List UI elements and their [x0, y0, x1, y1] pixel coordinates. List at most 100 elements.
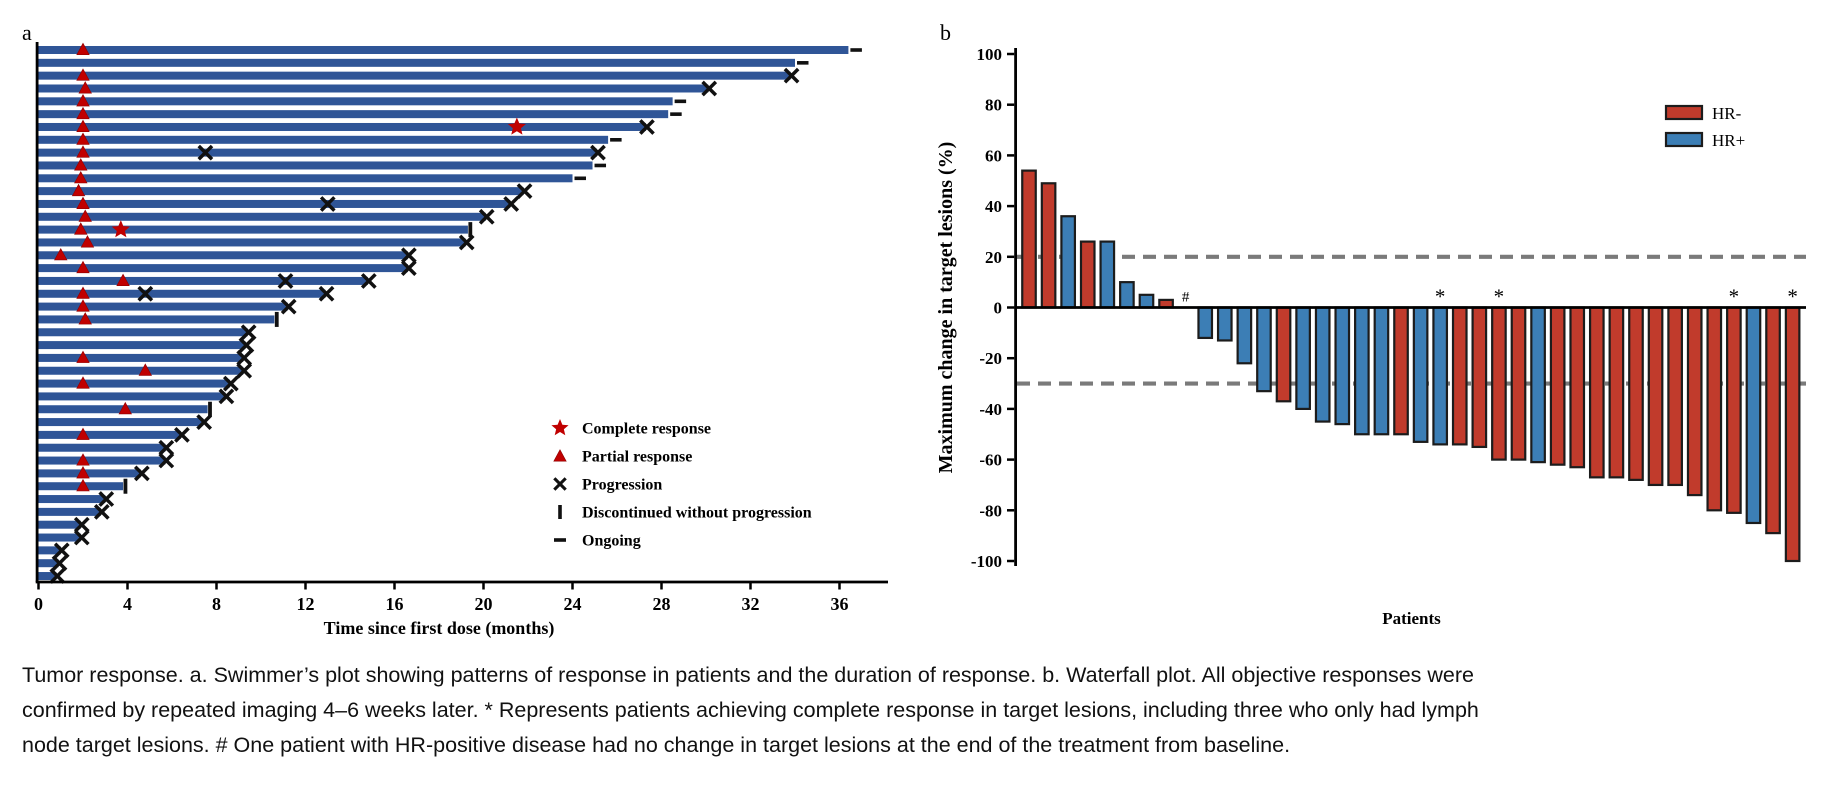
- progression-x-marker: [360, 273, 377, 289]
- waterfall-bar: [1079, 240, 1096, 309]
- swimmer-x-axis-title: Time since first dose (months): [324, 618, 555, 639]
- swimmer-bar: [38, 251, 408, 260]
- waterfall-bar: [1256, 306, 1272, 393]
- progression-x-marker: [590, 144, 606, 161]
- waterfall-bar: [1314, 306, 1331, 423]
- swimmer-legend-label: Complete response: [582, 421, 711, 438]
- swimmer-bar: [38, 58, 795, 67]
- progression-x-marker: [133, 465, 150, 482]
- swimmer-bar: [38, 148, 597, 157]
- ongoing-dash-marker: [850, 48, 862, 52]
- swimmer-legend-item: Ongoing: [554, 533, 641, 550]
- waterfall-bar: [1726, 306, 1742, 514]
- swimmer-bar: [38, 302, 288, 311]
- x-tick-label: 16: [386, 594, 404, 614]
- swimmer-bar: [38, 97, 673, 106]
- ongoing-dash-icon: [554, 538, 566, 542]
- swimmer-bar: [38, 161, 593, 170]
- waterfall-bar: [1628, 306, 1644, 481]
- partial-response-triangle: [138, 363, 153, 376]
- partial-response-triangle: [54, 247, 68, 261]
- partial-response-triangle: [76, 427, 90, 440]
- partial-response-triangle: [76, 299, 90, 312]
- partial-response-triangle: [76, 286, 90, 299]
- complete-response-star-icon: [551, 419, 569, 436]
- caption-line-3: node target lesions. # One patient with …: [22, 733, 1291, 757]
- progression-x-icon: [553, 477, 567, 491]
- partial-response-triangle: [80, 235, 95, 248]
- y-tick-label: -20: [979, 349, 1002, 368]
- complete-response-asterisk: *: [1494, 285, 1505, 309]
- waterfall-bar: [1706, 306, 1723, 512]
- progression-x-marker: [51, 555, 68, 572]
- y-tick-label: 100: [977, 45, 1003, 64]
- progression-x-marker: [400, 247, 417, 264]
- y-tick-label: -40: [979, 400, 1002, 419]
- waterfall-bar: [1647, 306, 1664, 487]
- swimmer-bar: [38, 122, 646, 131]
- waterfall-legend-item: HR-: [1664, 104, 1742, 123]
- x-tick-label: 8: [212, 594, 221, 614]
- progression-x-marker: [73, 516, 90, 533]
- swimmer-bar: [38, 366, 244, 375]
- caption-line-2: confirmed by repeated imaging 4–6 weeks …: [22, 698, 1479, 722]
- waterfall-x-axis-title: Patients: [1382, 609, 1441, 628]
- complete-response-star: [111, 220, 130, 238]
- swimmer-bar: [38, 443, 166, 452]
- progression-x-marker: [49, 568, 66, 584]
- progression-x-marker: [158, 452, 175, 469]
- partial-response-triangle: [76, 376, 90, 389]
- swimmer-legend-label: Discontinued without progression: [582, 505, 812, 522]
- swimmer-bar: [38, 46, 849, 54]
- progression-x-marker: [478, 208, 495, 225]
- swimmer-bar: [38, 379, 230, 388]
- swimmer-legend-label: Partial response: [582, 449, 692, 466]
- swimmer-bar: [38, 546, 61, 555]
- y-tick-label: 0: [994, 299, 1003, 318]
- figure-caption: Tumor response. a. Swimmer’s plot showin…: [22, 658, 1822, 763]
- progression-x-marker: [503, 196, 520, 212]
- complete-response-asterisk: *: [1729, 285, 1740, 309]
- waterfall-bar: [1216, 306, 1233, 342]
- waterfall-bar: [1491, 306, 1507, 461]
- partial-response-triangle: [76, 196, 90, 209]
- waterfall-bar: [1745, 306, 1762, 525]
- progression-x-marker: [236, 350, 253, 366]
- progression-x-marker: [222, 375, 239, 392]
- waterfall-legend-item: HR+: [1664, 131, 1745, 150]
- swimmer-bar: [38, 289, 326, 298]
- swimmer-plot: a 0 4 8 12 16 20 24 28 32 36 Time since first dose …: [22, 20, 888, 639]
- waterfall-bar: [1060, 215, 1077, 309]
- swimmer-bar: [38, 495, 106, 504]
- waterfall-bar: [1295, 306, 1311, 411]
- partial-response-triangle: [76, 132, 90, 145]
- swimmer-bar: [38, 572, 57, 581]
- progression-x-marker: [280, 298, 297, 315]
- waterfall-bar: [1432, 306, 1449, 446]
- partial-response-triangle: [76, 350, 90, 363]
- progression-x-marker: [197, 144, 214, 161]
- partial-response-triangle: [76, 68, 90, 81]
- waterfall-bar: [1784, 306, 1801, 563]
- discontinued-bar-icon: [558, 505, 562, 519]
- partial-response-triangle: [78, 81, 92, 94]
- swimmer-bar: [38, 353, 244, 362]
- ongoing-dash-marker: [797, 61, 809, 65]
- swimmer-bar: [38, 199, 511, 208]
- progression-x-marker: [458, 234, 475, 251]
- y-tick-label: -100: [971, 552, 1002, 571]
- waterfall-bar: [1354, 306, 1370, 436]
- progression-x-marker: [318, 285, 335, 302]
- progression-x-marker: [93, 504, 110, 520]
- panel-b-label: b: [940, 20, 951, 45]
- waterfall-bar: [1588, 306, 1605, 479]
- swimmer-bar: [38, 533, 81, 542]
- progression-x-marker: [137, 285, 154, 302]
- waterfall-bar: [1099, 240, 1116, 309]
- x-tick-label: 36: [831, 594, 849, 614]
- legend-swatch: [1664, 104, 1704, 121]
- swimmer-bar: [38, 135, 609, 144]
- x-tick-label: 4: [123, 594, 132, 614]
- swimmer-bar: [38, 71, 791, 80]
- swimmer-bar: [38, 559, 59, 568]
